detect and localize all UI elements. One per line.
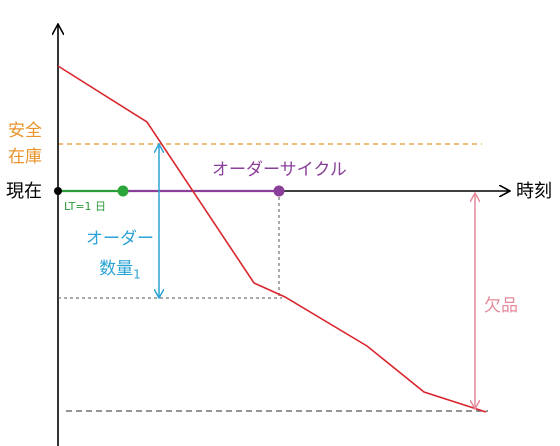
order-quantity-label: オーダー 数量1 — [86, 224, 154, 289]
order-cycle-dot — [273, 185, 285, 197]
lead-time-dot — [117, 185, 129, 197]
inventory-level-line — [57, 65, 487, 413]
safety-stock-label-line1: 安全 — [8, 121, 42, 141]
order-quantity-label-line2: 数量1 — [86, 254, 154, 289]
order-quantity-subscript: 1 — [133, 267, 141, 282]
now-dot — [54, 187, 62, 195]
order-quantity-label-text: 数量 — [99, 259, 134, 279]
order-cycle-label: オーダーサイクル — [212, 160, 347, 180]
lead-time-label: LT=1 日 — [64, 200, 107, 213]
safety-stock-label-line2: 在庫 — [8, 147, 42, 167]
now-label: 現在 — [6, 181, 42, 202]
order-quantity-label-line1: オーダー — [86, 229, 154, 249]
shortage-label: 欠品 — [484, 296, 518, 316]
safety-stock-label: 安全 在庫 — [8, 118, 48, 170]
time-label: 時刻 — [516, 181, 552, 202]
